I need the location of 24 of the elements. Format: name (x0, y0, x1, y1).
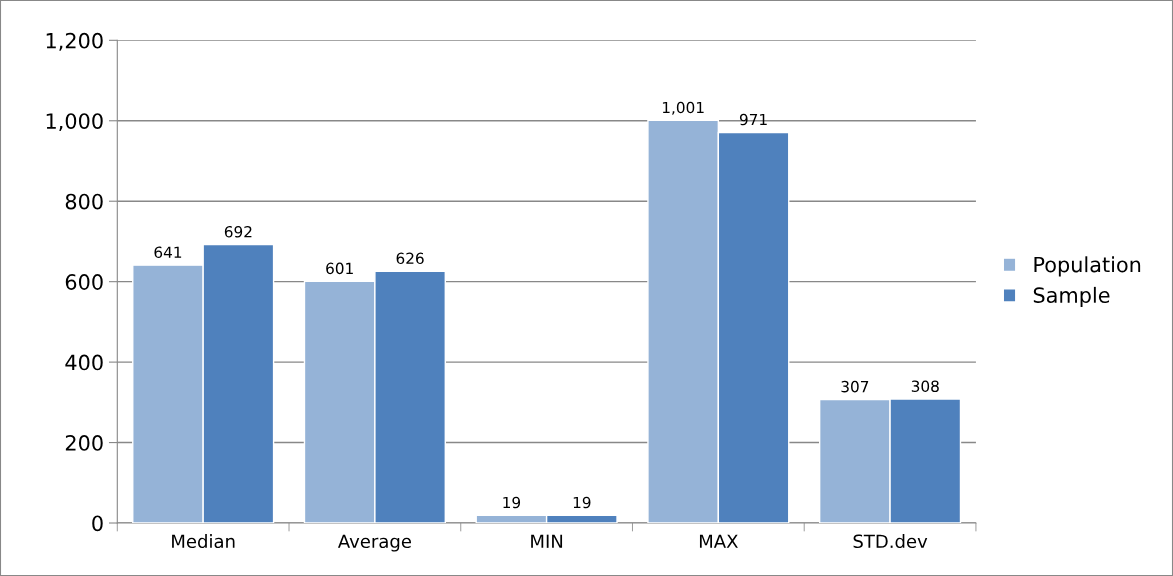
y-tick-label: 0 (92, 515, 103, 532)
y-tick-label: 600 (65, 274, 103, 290)
data-label: 19 (503, 496, 521, 509)
x-tick-label: MAX (699, 534, 738, 548)
data-label: 1,001 (662, 101, 704, 115)
data-label: 971 (739, 113, 767, 126)
x-tick-label: Median (172, 534, 235, 549)
y-tick-label: 400 (65, 354, 103, 371)
legend-label: Sample (1033, 286, 1110, 308)
data-label: 641 (154, 246, 182, 259)
data-label: 601 (326, 262, 353, 275)
data-label: 19 (573, 496, 591, 509)
data-label: 308 (911, 380, 939, 392)
x-tick-label: MIN (531, 534, 563, 548)
y-tick-label: 1,000 (46, 113, 103, 132)
legend-label: Population (1034, 256, 1141, 277)
x-tick-label: Average (337, 534, 411, 552)
x-tick-label: STD.dev (853, 534, 928, 549)
y-tick-label: 200 (65, 435, 103, 451)
data-label: 626 (396, 252, 424, 265)
data-label: 692 (224, 225, 252, 238)
data-label: 307 (841, 380, 869, 393)
y-tick-label: 1,200 (46, 32, 103, 51)
y-tick-label: 800 (65, 193, 103, 210)
